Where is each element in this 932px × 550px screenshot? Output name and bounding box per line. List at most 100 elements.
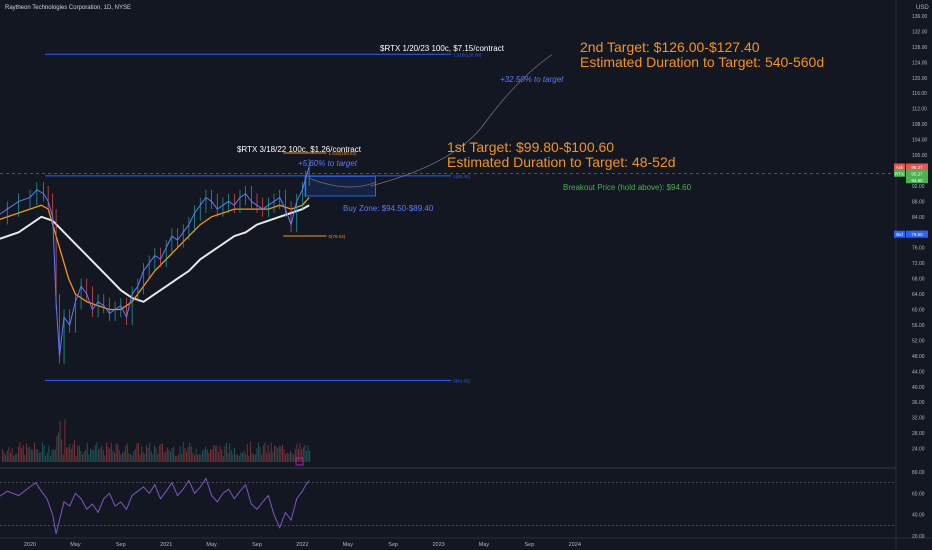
volume-bar: [126, 443, 128, 462]
volume-bar: [83, 451, 85, 462]
volume-bar: [234, 447, 235, 462]
volume-bar: [227, 452, 229, 462]
volume-bar: [8, 446, 10, 462]
bottom-fib-line-label: 0(41.65): [453, 378, 470, 383]
volume-bar: [80, 450, 82, 462]
volume-bar: [230, 450, 232, 462]
volume-bar: [195, 448, 197, 462]
rsi-line: [0, 477, 310, 535]
breakout-label: Breakout Price (hold above): $94.60: [563, 183, 692, 192]
time-axis[interactable]: 2020 May Sep 2021 May Sep 2022 May Sep 2023 May Sep…: [0, 537, 932, 548]
volume-bar: [115, 443, 117, 462]
volume-bar: [54, 449, 56, 462]
volume-bar: [210, 449, 211, 462]
rsi-pane[interactable]: 20.00 40.00 60.00 80.00: [0, 470, 925, 540]
y-tick-label: 120.00: [912, 76, 928, 82]
volume-bar: [82, 454, 83, 462]
volume-bar: [291, 453, 293, 462]
volume-bar: [154, 445, 155, 462]
event-marker: [295, 457, 304, 466]
volume-bar: [293, 454, 295, 462]
volume-bar: [130, 454, 131, 462]
volume-bar: [99, 448, 101, 462]
volume-bar: [253, 454, 255, 462]
volume-bar: [250, 442, 251, 462]
volume-bar: [11, 448, 13, 462]
volume-bar: [5, 454, 7, 462]
volume-bar: [267, 444, 269, 462]
y-tick-label: 84.00: [912, 215, 925, 221]
y-tick-label: 76.00: [912, 246, 925, 252]
volume-bar: [262, 445, 264, 462]
x-tick-label: 2020: [24, 542, 36, 548]
volume-bar: [144, 453, 146, 462]
volume-bar: [150, 451, 152, 462]
volume-bar: [118, 450, 120, 462]
volume-bar: [134, 449, 136, 462]
volume-bar: [192, 452, 194, 462]
contract2-label: $RTX 1/20/23 100c, $7.15/contract: [380, 44, 505, 53]
volume-bar: [75, 455, 77, 462]
volume-bar: [152, 454, 154, 462]
volume-bar: [301, 449, 303, 462]
volume-bar: [86, 443, 88, 462]
volume-bar: [259, 446, 261, 462]
rtx-badge-label: RTX: [895, 171, 904, 176]
bid-badge-label-bg: [894, 230, 905, 238]
volume-bar: [272, 451, 274, 462]
volume-bar: [261, 454, 263, 462]
volume-bar: [2, 449, 3, 462]
volume-bar: [200, 454, 202, 462]
x-tick-label: Sep: [116, 542, 126, 548]
volume-bar: [184, 448, 186, 462]
volume-bar: [208, 452, 210, 462]
x-tick-label: Sep: [252, 542, 262, 548]
volume-bar: [107, 446, 109, 462]
volume-bar: [6, 450, 8, 462]
volume-bar: [242, 452, 243, 462]
volume-bar: [232, 453, 234, 462]
volume-bar: [254, 454, 256, 462]
volume-bar: [42, 442, 43, 462]
y-tick-label: 52.00: [912, 338, 925, 344]
volume-bar: [38, 452, 40, 462]
volume-bar: [98, 449, 99, 462]
ask-badge-value: 95.27: [911, 165, 923, 170]
y-tick-label: 48.00: [912, 354, 925, 360]
volume-bar: [248, 455, 250, 462]
x-tick-label: Sep: [388, 542, 398, 548]
y-tick-label: 32.00: [912, 416, 925, 422]
bid-badge-value: 79.50: [911, 232, 923, 237]
volume-bar: [245, 454, 247, 462]
volume-bar: [112, 450, 114, 462]
top-fib-line-label: 1.618(126.08): [453, 52, 482, 57]
y-tick-label: 60.00: [912, 308, 925, 314]
volume-bar: [269, 452, 271, 462]
bid-breakout-badge-value-bg: [906, 176, 928, 184]
low-fib-line-label: 0(79.04): [328, 234, 345, 239]
y-tick-label: 44.00: [912, 369, 925, 375]
volume-bar: [256, 448, 258, 462]
volume-bar: [139, 454, 141, 462]
volume-bar: [170, 451, 171, 462]
y-tick-label: 24.00: [912, 447, 925, 453]
y-tick-label: 36.00: [912, 400, 925, 406]
y-tick-label: 108.00: [912, 122, 928, 128]
volume-bar: [270, 442, 272, 462]
price-axis[interactable]: 24.00 28.00 32.00 36.00 40.00 44.00 48.00 52.00…: [894, 0, 928, 550]
volume-bar: [224, 446, 226, 462]
bid-badge: Bid 79.50: [894, 230, 928, 238]
volume-bar: [290, 451, 291, 462]
volume-bar: [91, 449, 93, 462]
volume-bar: [21, 448, 23, 462]
volume-bar: [187, 447, 189, 462]
volume-bar: [181, 453, 183, 462]
volume-bar: [120, 454, 122, 462]
volume-bar: [77, 445, 79, 462]
volume-bar: [198, 453, 200, 462]
volume-bar: [306, 451, 307, 462]
volume-bar: [179, 446, 181, 462]
rtx-badge-value: 95.27: [911, 171, 923, 176]
volume-bar: [171, 448, 173, 462]
